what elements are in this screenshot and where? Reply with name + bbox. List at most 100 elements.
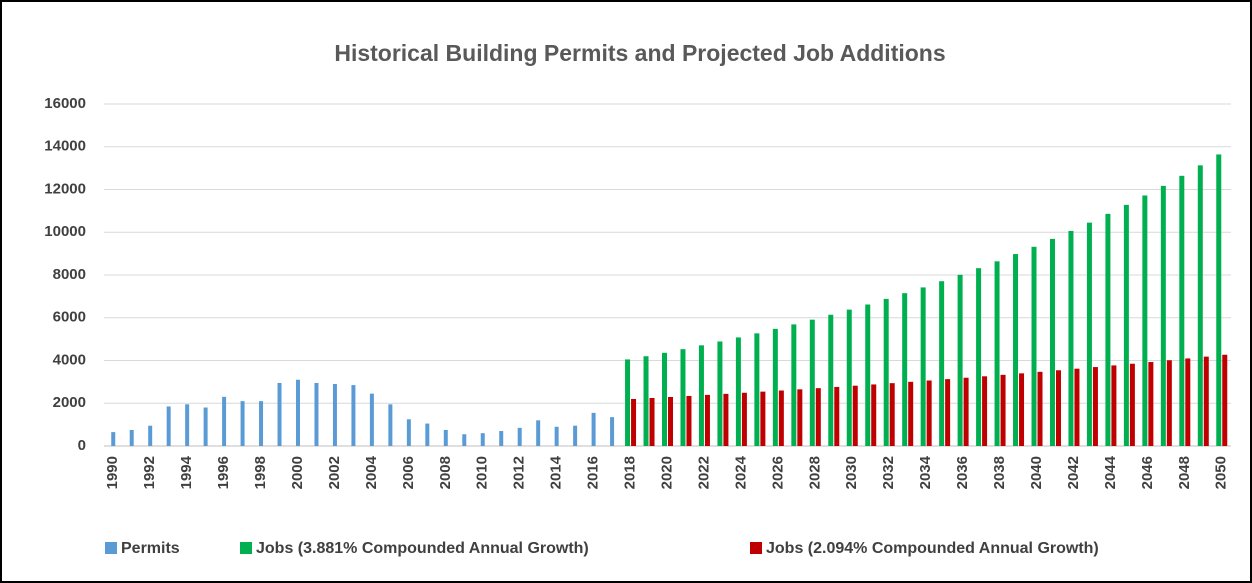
- x-tick-label: 2024: [732, 455, 749, 489]
- bar: [1055, 370, 1061, 446]
- bar: [668, 396, 673, 446]
- y-tick-label: 4000: [53, 351, 86, 368]
- bar: [846, 309, 852, 446]
- bar: [1086, 222, 1092, 446]
- bar: [778, 390, 784, 446]
- x-tick-label: 2008: [437, 456, 454, 489]
- legend-swatch: [105, 542, 117, 554]
- bar: [1222, 354, 1228, 446]
- bar: [1160, 185, 1166, 446]
- x-tick-label: 2046: [1139, 456, 1156, 489]
- bar: [772, 328, 778, 446]
- bar: [1000, 374, 1006, 446]
- bar: [625, 359, 631, 446]
- bar: [686, 395, 692, 446]
- bar: [610, 417, 615, 446]
- bar: [791, 324, 797, 446]
- bar: [462, 434, 467, 446]
- y-tick-label: 12000: [44, 180, 86, 197]
- y-tick-label: 0: [78, 437, 86, 454]
- bar: [680, 349, 686, 446]
- bar: [809, 319, 815, 446]
- bar: [129, 429, 134, 446]
- bar: [1031, 246, 1037, 446]
- bar: [591, 412, 596, 446]
- bar: [1216, 154, 1222, 446]
- bar: [735, 337, 741, 446]
- bar: [351, 385, 356, 446]
- bar: [573, 425, 578, 446]
- bar: [277, 382, 282, 446]
- x-tick-label: 2040: [1028, 456, 1045, 489]
- x-tick-label: 2026: [769, 456, 786, 489]
- x-tick-label: 2022: [695, 456, 712, 489]
- bar: [1037, 371, 1043, 446]
- bar: [976, 268, 982, 446]
- bar: [1166, 360, 1172, 446]
- bar: [1068, 230, 1074, 446]
- bar: [883, 298, 889, 446]
- x-tick-label: 1998: [252, 456, 269, 489]
- bar: [222, 396, 227, 446]
- bar: [1142, 195, 1148, 446]
- bar: [1092, 367, 1098, 446]
- x-tick-label: 2006: [400, 456, 417, 489]
- bar: [662, 352, 667, 446]
- x-tick-label: 2012: [511, 456, 528, 489]
- bar: [939, 281, 945, 446]
- y-tick-label: 10000: [44, 223, 86, 240]
- bar: [631, 398, 637, 446]
- x-tick-label: 2016: [585, 456, 602, 489]
- bar: [889, 383, 895, 446]
- y-tick-label: 14000: [44, 138, 86, 155]
- x-tick-label: 2020: [658, 456, 675, 489]
- x-tick-label: 2010: [474, 456, 491, 489]
- y-tick-label: 8000: [53, 266, 86, 283]
- bar: [649, 397, 655, 446]
- x-tick-label: 1994: [178, 455, 195, 489]
- bar: [1111, 365, 1117, 446]
- bar: [1074, 368, 1080, 446]
- bar: [369, 393, 374, 446]
- bar: [994, 261, 1000, 446]
- bar: [203, 407, 208, 446]
- bar: [1123, 204, 1129, 446]
- legend-label: Permits: [121, 540, 180, 557]
- bar: [1148, 362, 1154, 446]
- y-tick-label: 2000: [53, 394, 86, 411]
- bar: [259, 401, 264, 446]
- x-tick-label: 2050: [1213, 456, 1230, 489]
- bar: [1197, 165, 1203, 446]
- x-tick-label: 1996: [215, 456, 232, 489]
- x-tick-label: 2044: [1102, 455, 1119, 489]
- bar: [443, 429, 448, 446]
- bar: [754, 333, 760, 446]
- legend-swatch: [750, 542, 762, 554]
- bar: [166, 406, 171, 446]
- bar: [1179, 175, 1185, 446]
- bar: [945, 379, 951, 446]
- bar: [828, 314, 834, 446]
- bar: [517, 427, 522, 446]
- bar: [388, 404, 393, 446]
- legend-label: Jobs (3.881% Compounded Annual Growth): [256, 540, 589, 557]
- bar: [741, 392, 747, 446]
- bar: [536, 420, 541, 446]
- bar: [908, 381, 914, 446]
- bar: [871, 384, 877, 446]
- x-tick-label: 2038: [991, 456, 1008, 489]
- bar: [111, 432, 116, 446]
- chart-title: Historical Building Permits and Projecte…: [334, 40, 945, 66]
- bar: [425, 423, 430, 446]
- bar: [902, 293, 908, 446]
- x-tick-label: 2014: [548, 455, 565, 489]
- x-tick-label: 2048: [1176, 456, 1193, 489]
- bar: [643, 356, 649, 446]
- bar: [1019, 373, 1025, 446]
- bar: [480, 433, 485, 446]
- x-tick-label: 2036: [954, 456, 971, 489]
- bar: [957, 274, 963, 446]
- bar: [1129, 363, 1135, 446]
- bar: [406, 419, 411, 446]
- bar: [1049, 238, 1055, 446]
